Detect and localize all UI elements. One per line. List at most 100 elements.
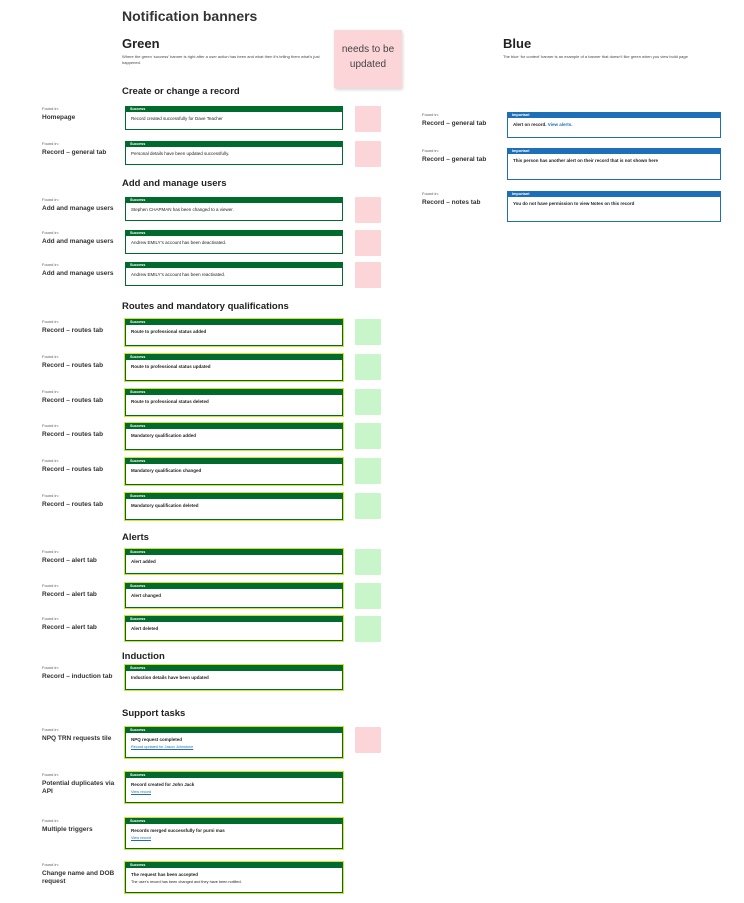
pink-sticky-note — [355, 141, 381, 167]
found-in-label: Found in: — [422, 148, 439, 153]
success-banner-message: Mandatory qualification added — [131, 433, 197, 438]
important-banner-message: Alert on record. — [513, 122, 547, 127]
page-title: Notification banners — [122, 8, 258, 24]
found-in-location: Record – alert tab — [42, 624, 97, 631]
important-banner-header: Important — [508, 192, 720, 197]
green-column-description: Where the green ‘success’ banner is righ… — [122, 54, 320, 65]
success-banner-message: Mandatory qualification changed — [131, 468, 202, 473]
success-banner-link[interactable]: View record — [131, 790, 151, 794]
found-in-label: Found in: — [42, 354, 59, 359]
success-banner-body: Andrew EMILY’s account has been reactiva… — [126, 268, 342, 282]
found-in-label: Found in: — [42, 423, 59, 428]
success-banner-header: Success — [126, 390, 342, 395]
section-title-support-tasks: Support tasks — [122, 708, 186, 719]
success-banner: Success NPQ request completed Record updat… — [124, 726, 344, 759]
success-banner-message: Personal details have been updated succe… — [131, 151, 230, 156]
found-in-location: Record – notes tab — [422, 199, 481, 206]
green-sticky-note — [355, 616, 381, 642]
success-banner-body: Route to professional status deleted — [126, 395, 342, 409]
green-sticky-note — [355, 354, 381, 380]
success-banner-body: Mandatory qualification deleted — [126, 499, 342, 513]
success-banner-link[interactable]: Record updated for Jason Johnstone — [131, 745, 194, 749]
success-banner-message: Record created for John Jack — [131, 782, 195, 787]
success-banner-body: Stephen CHAPMAN has been changed to a vi… — [126, 203, 342, 217]
found-in-label: Found in: — [42, 458, 59, 463]
important-banner-link[interactable]: View alerts. — [547, 122, 573, 127]
found-in-location: Record – routes tab — [42, 327, 104, 334]
success-banner-header: Success — [126, 320, 342, 325]
blue-column-description: The blue ‘for context’ banner is an exam… — [503, 54, 688, 59]
success-banner: Success Alert changed — [124, 582, 344, 609]
important-banner-body: You do not have permission to view Notes… — [508, 197, 720, 211]
section-title-routes: Routes and mandatory qualifications — [122, 301, 289, 312]
pink-sticky-note — [355, 106, 381, 132]
found-in-label: Found in: — [42, 106, 59, 111]
found-in-label: Found in: — [42, 616, 59, 621]
section-title-create-record: Create or change a record — [122, 86, 240, 97]
success-banner-message: Alert changed — [131, 593, 162, 598]
success-banner: Success Route to professional status dele… — [124, 388, 344, 417]
important-banner-body: Alert on record. View alerts. — [508, 118, 720, 132]
found-in-label: Found in: — [42, 389, 59, 394]
success-banner-link[interactable]: View record — [131, 836, 151, 840]
found-in-location: Record – routes tab — [42, 397, 104, 404]
success-banner-body: Route to professional status updated — [126, 360, 342, 374]
success-banner: Success Route to professional status adde… — [124, 318, 344, 347]
found-in-location: Record – alert tab — [42, 591, 97, 598]
found-in-label: Found in: — [422, 191, 439, 196]
success-banner: Success Records merged successfully for p… — [124, 817, 344, 850]
important-banner: Important This person has another alert o… — [507, 148, 721, 180]
found-in-location: Record – general tab — [422, 156, 487, 163]
success-banner-body: Record created for John Jack View record — [126, 778, 342, 799]
found-in-label: Found in: — [42, 818, 59, 823]
important-banner-body: This person has another alert on their r… — [508, 154, 720, 168]
found-in-label: Found in: — [42, 230, 59, 235]
pink-sticky-note — [355, 197, 381, 223]
section-title-alerts: Alerts — [122, 532, 149, 543]
green-sticky-note — [355, 458, 381, 484]
success-banner-message: Stephen CHAPMAN has been changed to a vi… — [131, 207, 234, 212]
success-banner-header: Success — [126, 819, 342, 824]
success-banner: Success Route to professional status upda… — [124, 353, 344, 382]
success-banner-subtext: The user’s record has been changed and t… — [131, 880, 242, 884]
success-banner: Success Andrew EMILY’s account has been r… — [125, 262, 343, 286]
found-in-label: Found in: — [42, 549, 59, 554]
success-banner-message: Andrew EMILY’s account has been deactiva… — [131, 240, 227, 245]
success-banner: Success Mandatory qualification added — [124, 422, 344, 451]
found-in-location: Add and manage users — [42, 238, 114, 245]
success-banner: Success Mandatory qualification deleted — [124, 492, 344, 521]
found-in-location: Change name and DOB request — [42, 870, 115, 885]
success-banner-header: Success — [126, 142, 342, 147]
green-sticky-note — [355, 583, 381, 609]
success-banner-message: Route to professional status added — [131, 329, 207, 334]
found-in-location: Multiple triggers — [42, 826, 93, 833]
success-banner-message: The request has been accepted — [131, 872, 199, 877]
success-banner-header: Success — [126, 863, 342, 868]
green-sticky-note — [355, 319, 381, 345]
section-title-induction: Induction — [122, 651, 165, 662]
success-banner-body: Mandatory qualification changed — [126, 464, 342, 478]
success-banner-header: Success — [126, 231, 342, 236]
found-in-label: Found in: — [422, 112, 439, 117]
success-banner-header: Success — [126, 666, 342, 671]
success-banner-header: Success — [126, 728, 342, 733]
found-in-location: Record – general tab — [422, 120, 487, 127]
sticky-note: needs to be updated — [334, 30, 402, 88]
green-sticky-note — [355, 389, 381, 415]
found-in-location: Record – routes tab — [42, 362, 104, 369]
success-banner-body: Mandatory qualification added — [126, 429, 342, 443]
important-banner: Important Alert on record. View alerts. — [507, 112, 721, 138]
found-in-location: NPQ TRN requests tile — [42, 735, 112, 742]
success-banner: Success The request has been accepted The … — [124, 861, 344, 894]
success-banner-message: Mandatory qualification deleted — [131, 503, 199, 508]
pink-sticky-note — [355, 262, 381, 288]
success-banner: Success Andrew EMILY’s account has been d… — [125, 230, 343, 254]
success-banner-header: Success — [126, 263, 342, 268]
found-in-location: Record – routes tab — [42, 466, 104, 473]
success-banner-header: Success — [126, 424, 342, 429]
success-banner-header: Success — [126, 494, 342, 499]
success-banner-message: Alert deleted — [131, 626, 159, 631]
success-banner-message: NPQ request completed — [131, 737, 183, 742]
success-banner-message: Alert added — [131, 559, 156, 564]
found-in-location: Homepage — [42, 114, 76, 121]
